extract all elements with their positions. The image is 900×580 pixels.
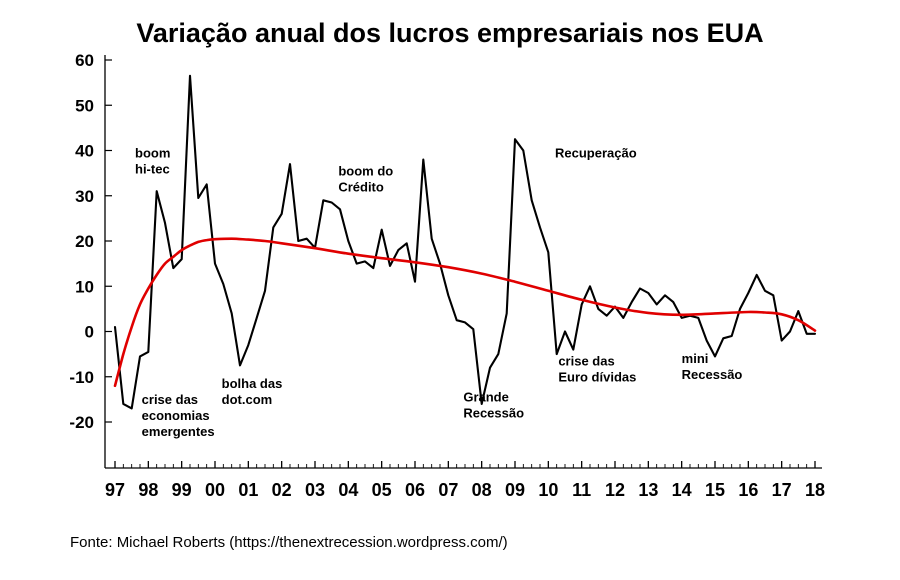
annotation-line: economias	[142, 408, 210, 423]
annotation-line: Grande	[463, 390, 509, 405]
y-tick-label: 20	[75, 232, 94, 251]
y-tick-label: -20	[69, 413, 94, 432]
x-tick-label: 12	[605, 480, 625, 500]
y-axis-ticks: 60 50 40 30 20 10 0 -10 -20	[69, 51, 112, 432]
x-tick-label: 11	[572, 480, 591, 500]
annotation-line: boom do	[338, 163, 393, 178]
annotation-line: crise das	[142, 392, 198, 407]
y-tick-label: 40	[75, 142, 94, 161]
x-axis-ticks: 97 98 99 00 01 02 03 04 05 06 07 08 09 10 11 12 13 14 15 16…	[105, 461, 825, 500]
x-tick-label: 02	[272, 480, 292, 500]
x-tick-label: 08	[472, 480, 492, 500]
y-tick-label: 50	[75, 96, 94, 115]
annotation-line: Recessão	[682, 367, 743, 382]
source-note: Fonte: Michael Roberts (https://thenextr…	[70, 534, 508, 551]
y-tick-label: -10	[69, 368, 94, 387]
y-tick-label: 0	[85, 323, 94, 342]
x-tick-label: 07	[438, 480, 458, 500]
x-tick-label: 09	[505, 480, 525, 500]
annotation-line: boom	[135, 145, 170, 160]
annotation-line: hi-tec	[135, 161, 170, 176]
series-layer	[113, 74, 817, 410]
x-tick-label: 16	[738, 480, 758, 500]
annotation-line: Euro dívidas	[558, 369, 636, 384]
annotation-line: crise das	[558, 353, 614, 368]
annotation-label: crise das economias emergentes	[142, 392, 215, 439]
x-tick-label: 18	[805, 480, 825, 500]
annotation-label: mini Recessão	[682, 351, 743, 382]
y-tick-label: 60	[75, 51, 94, 70]
annotation-line: Crédito	[338, 179, 384, 194]
y-tick-label: 10	[75, 277, 94, 296]
x-tick-label: 00	[205, 480, 225, 500]
profit-change-series	[113, 74, 817, 410]
x-tick-label: 01	[238, 480, 258, 500]
x-tick-label: 99	[172, 480, 192, 500]
annotation-line: bolha das	[222, 376, 283, 391]
x-tick-label: 14	[672, 480, 692, 500]
annotation-label: crise das Euro dívidas	[558, 353, 636, 384]
trend-line-series	[113, 237, 817, 388]
x-tick-label: 17	[772, 480, 792, 500]
y-tick-label: 30	[75, 187, 94, 206]
annotation-line: mini	[682, 351, 709, 366]
annotation-label: Grande Recessão	[463, 390, 524, 421]
x-tick-label: 05	[372, 480, 392, 500]
annotation-line: Recessão	[463, 406, 524, 421]
annotation-label: boom do Crédito	[338, 163, 393, 194]
x-tick-label: 97	[105, 480, 125, 500]
chart-title: Variação anual dos lucros empresariais n…	[136, 18, 764, 48]
x-tick-label: 06	[405, 480, 425, 500]
x-tick-label: 13	[638, 480, 658, 500]
annotation-label: bolha das dot.com	[222, 376, 283, 407]
annotation-line: emergentes	[142, 424, 215, 439]
x-tick-label: 98	[138, 480, 158, 500]
annotation-line: dot.com	[222, 392, 273, 407]
x-tick-label: 04	[338, 480, 358, 500]
x-tick-label: 15	[705, 480, 725, 500]
x-tick-label: 10	[538, 480, 558, 500]
x-tick-label: 03	[305, 480, 325, 500]
annotation-label: Recuperação	[555, 145, 637, 160]
annotation-label: boom hi-tec	[135, 145, 170, 176]
annotation-line: Recuperação	[555, 145, 637, 160]
